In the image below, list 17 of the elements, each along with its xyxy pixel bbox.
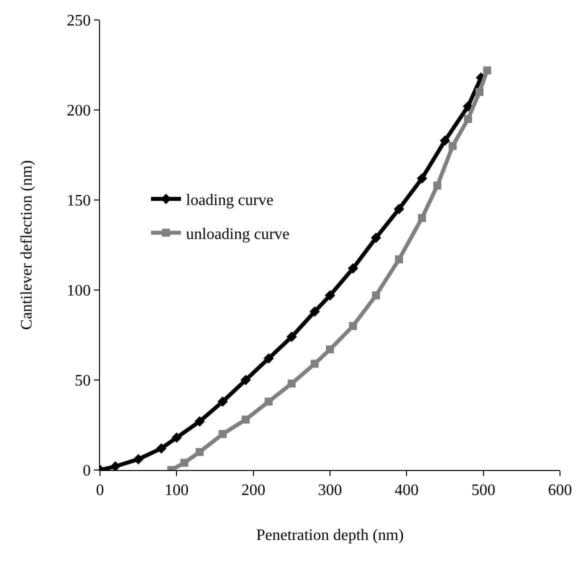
legend-label: loading curve [186, 192, 274, 210]
x-tick-label: 200 [241, 482, 266, 500]
x-tick-label: 400 [394, 482, 419, 500]
x-tick-label: 300 [318, 482, 342, 500]
x-tick-label: 100 [164, 482, 189, 500]
y-tick-label: 0 [82, 462, 91, 480]
x-tick-label: 600 [548, 482, 572, 500]
y-tick-label: 250 [66, 12, 91, 30]
x-axis-title: Penetration depth (nm) [256, 526, 404, 544]
x-tick-label: 0 [96, 482, 104, 500]
y-axis-title: Cantilever deflection (nm) [18, 160, 36, 330]
y-tick-label: 100 [66, 282, 91, 300]
y-tick-label: 200 [66, 102, 91, 120]
y-tick-label: 50 [74, 372, 91, 390]
y-tick-label: 150 [66, 192, 91, 210]
legend-label: unloading curve [186, 226, 290, 243]
x-tick-label: 500 [471, 482, 496, 500]
